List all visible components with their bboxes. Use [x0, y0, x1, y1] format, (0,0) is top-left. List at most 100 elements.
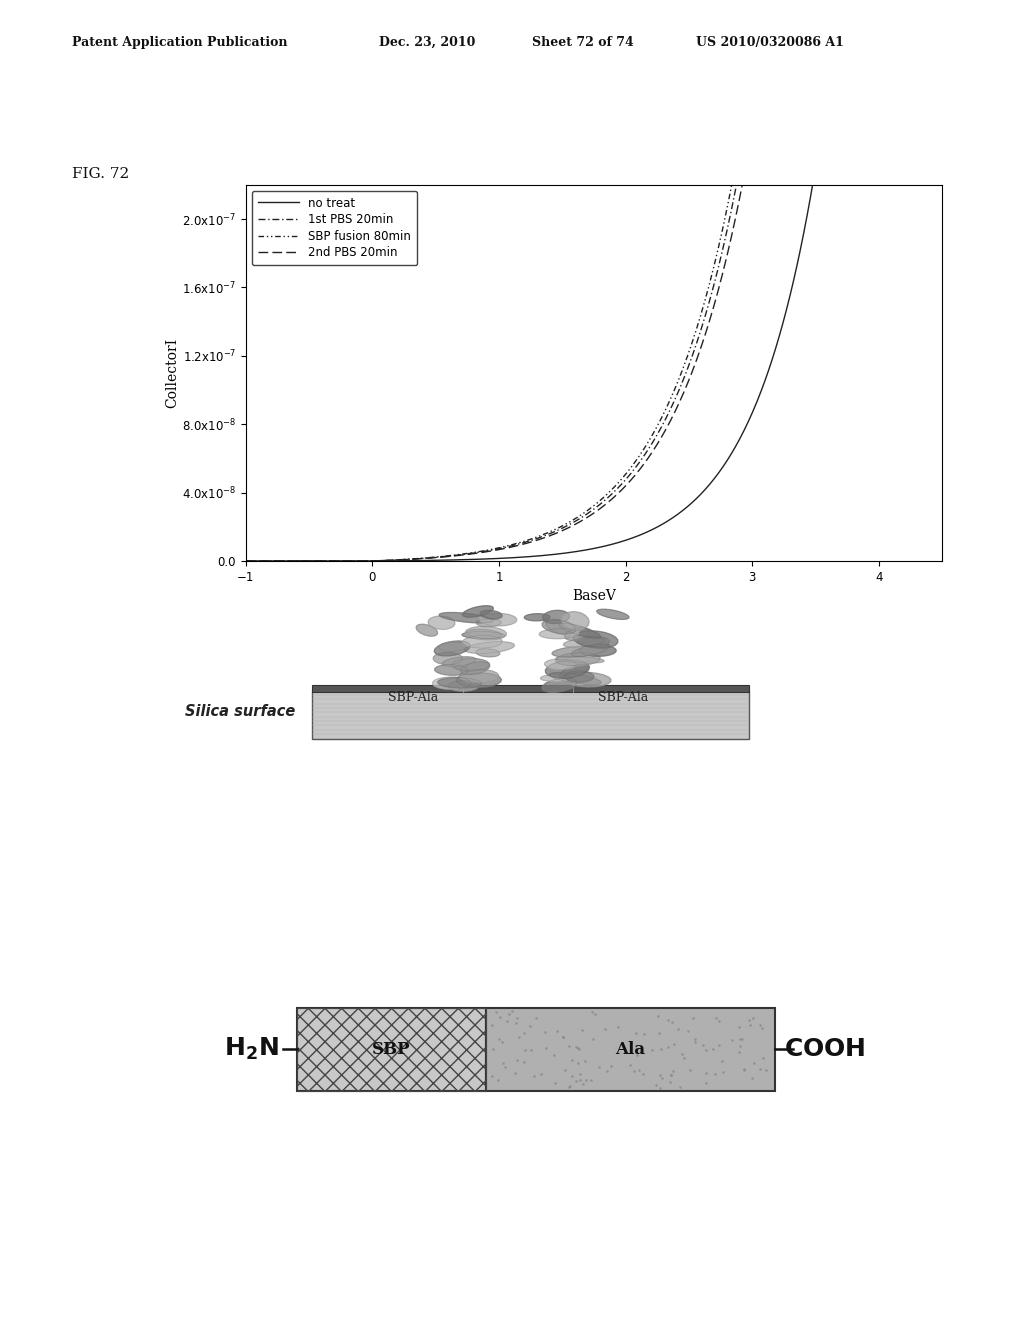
2nd PBS 20min [663, 417, 675, 433]
no treat [283, 553, 295, 569]
2nd PBS 20min [769, 0, 781, 5]
1st PBS 20min [683, 356, 695, 372]
Polygon shape [480, 610, 502, 619]
SBP fusion 80min [840, 0, 852, 5]
Polygon shape [546, 619, 580, 636]
Polygon shape [479, 614, 517, 626]
Polygon shape [442, 657, 476, 667]
SBP fusion 80min [663, 396, 675, 412]
2nd PBS 20min [240, 553, 252, 569]
2nd PBS 20min [283, 553, 295, 569]
Polygon shape [437, 677, 481, 688]
Polygon shape [550, 673, 601, 685]
1st PBS 20min [644, 438, 656, 454]
Polygon shape [465, 642, 514, 653]
Polygon shape [573, 631, 617, 648]
Polygon shape [452, 659, 489, 671]
Polygon shape [476, 649, 500, 657]
Polygon shape [559, 623, 601, 639]
Bar [312, 685, 749, 692]
1st PBS 20min [240, 553, 252, 569]
2nd PBS 20min [936, 0, 948, 5]
Polygon shape [597, 610, 629, 619]
2nd PBS 20min [644, 447, 656, 463]
Polygon shape [463, 635, 502, 648]
Polygon shape [462, 631, 505, 639]
Bar [297, 1008, 486, 1090]
X-axis label: BaseV: BaseV [572, 589, 615, 603]
no treat [663, 512, 675, 528]
Polygon shape [428, 616, 455, 630]
no treat [840, 0, 852, 5]
Line: SBP fusion 80min: SBP fusion 80min [246, 0, 942, 561]
Polygon shape [556, 652, 600, 665]
Polygon shape [578, 636, 609, 647]
Line: 2nd PBS 20min: 2nd PBS 20min [246, 0, 942, 561]
Polygon shape [539, 628, 580, 639]
Bar [486, 1008, 774, 1090]
Polygon shape [476, 619, 501, 627]
Polygon shape [561, 611, 589, 630]
SBP fusion 80min [240, 553, 252, 569]
Text: SBP-Ala: SBP-Ala [388, 690, 438, 704]
Polygon shape [465, 627, 506, 640]
Polygon shape [541, 675, 571, 681]
2nd PBS 20min [766, 0, 778, 5]
Polygon shape [461, 661, 489, 675]
no treat [644, 523, 656, 539]
Polygon shape [467, 630, 502, 639]
Line: 1st PBS 20min: 1st PBS 20min [246, 0, 942, 561]
Polygon shape [563, 638, 604, 647]
1st PBS 20min [936, 0, 948, 5]
Polygon shape [556, 656, 604, 663]
Polygon shape [580, 645, 616, 656]
Polygon shape [552, 645, 604, 657]
1st PBS 20min [840, 0, 852, 5]
no treat [240, 553, 252, 569]
Polygon shape [439, 642, 467, 651]
Text: Silica surface: Silica surface [185, 705, 296, 719]
Text: $\mathbf{COOH}$: $\mathbf{COOH}$ [783, 1038, 865, 1061]
no treat [834, 0, 846, 5]
Polygon shape [564, 671, 594, 682]
Polygon shape [416, 624, 437, 636]
Polygon shape [565, 628, 589, 640]
Polygon shape [562, 672, 611, 686]
2nd PBS 20min [840, 0, 852, 5]
SBP fusion 80min [283, 553, 295, 569]
Polygon shape [571, 644, 610, 656]
SBP fusion 80min [936, 0, 948, 5]
1st PBS 20min [761, 0, 773, 5]
Text: $\mathbf{H_2N}$: $\mathbf{H_2N}$ [224, 1036, 279, 1063]
SBP fusion 80min [769, 0, 781, 5]
Polygon shape [434, 642, 470, 656]
Polygon shape [543, 610, 569, 623]
Polygon shape [435, 665, 468, 676]
1st PBS 20min [283, 553, 295, 569]
Polygon shape [542, 620, 577, 634]
Polygon shape [546, 660, 590, 678]
1st PBS 20min [663, 405, 675, 421]
Polygon shape [433, 652, 463, 664]
Text: Sheet 72 of 74: Sheet 72 of 74 [532, 36, 634, 49]
no treat [768, 346, 780, 362]
Polygon shape [560, 664, 589, 678]
Polygon shape [545, 659, 577, 669]
Polygon shape [449, 681, 479, 690]
2nd PBS 20min [683, 371, 695, 387]
Bar [297, 1008, 486, 1090]
Polygon shape [542, 678, 577, 692]
Polygon shape [460, 669, 499, 682]
Line: no treat: no treat [246, 0, 942, 561]
Text: Dec. 23, 2010: Dec. 23, 2010 [379, 36, 475, 49]
Text: FIG. 72: FIG. 72 [72, 168, 129, 181]
Polygon shape [456, 673, 502, 688]
Text: US 2010/0320086 A1: US 2010/0320086 A1 [696, 36, 844, 49]
Polygon shape [432, 677, 471, 689]
Text: Ala: Ala [615, 1041, 645, 1057]
no treat [683, 498, 695, 513]
Text: Patent Application Publication: Patent Application Publication [72, 36, 287, 49]
Text: SBP-Ala: SBP-Ala [598, 690, 648, 704]
Polygon shape [462, 606, 494, 618]
Bar [312, 690, 749, 739]
